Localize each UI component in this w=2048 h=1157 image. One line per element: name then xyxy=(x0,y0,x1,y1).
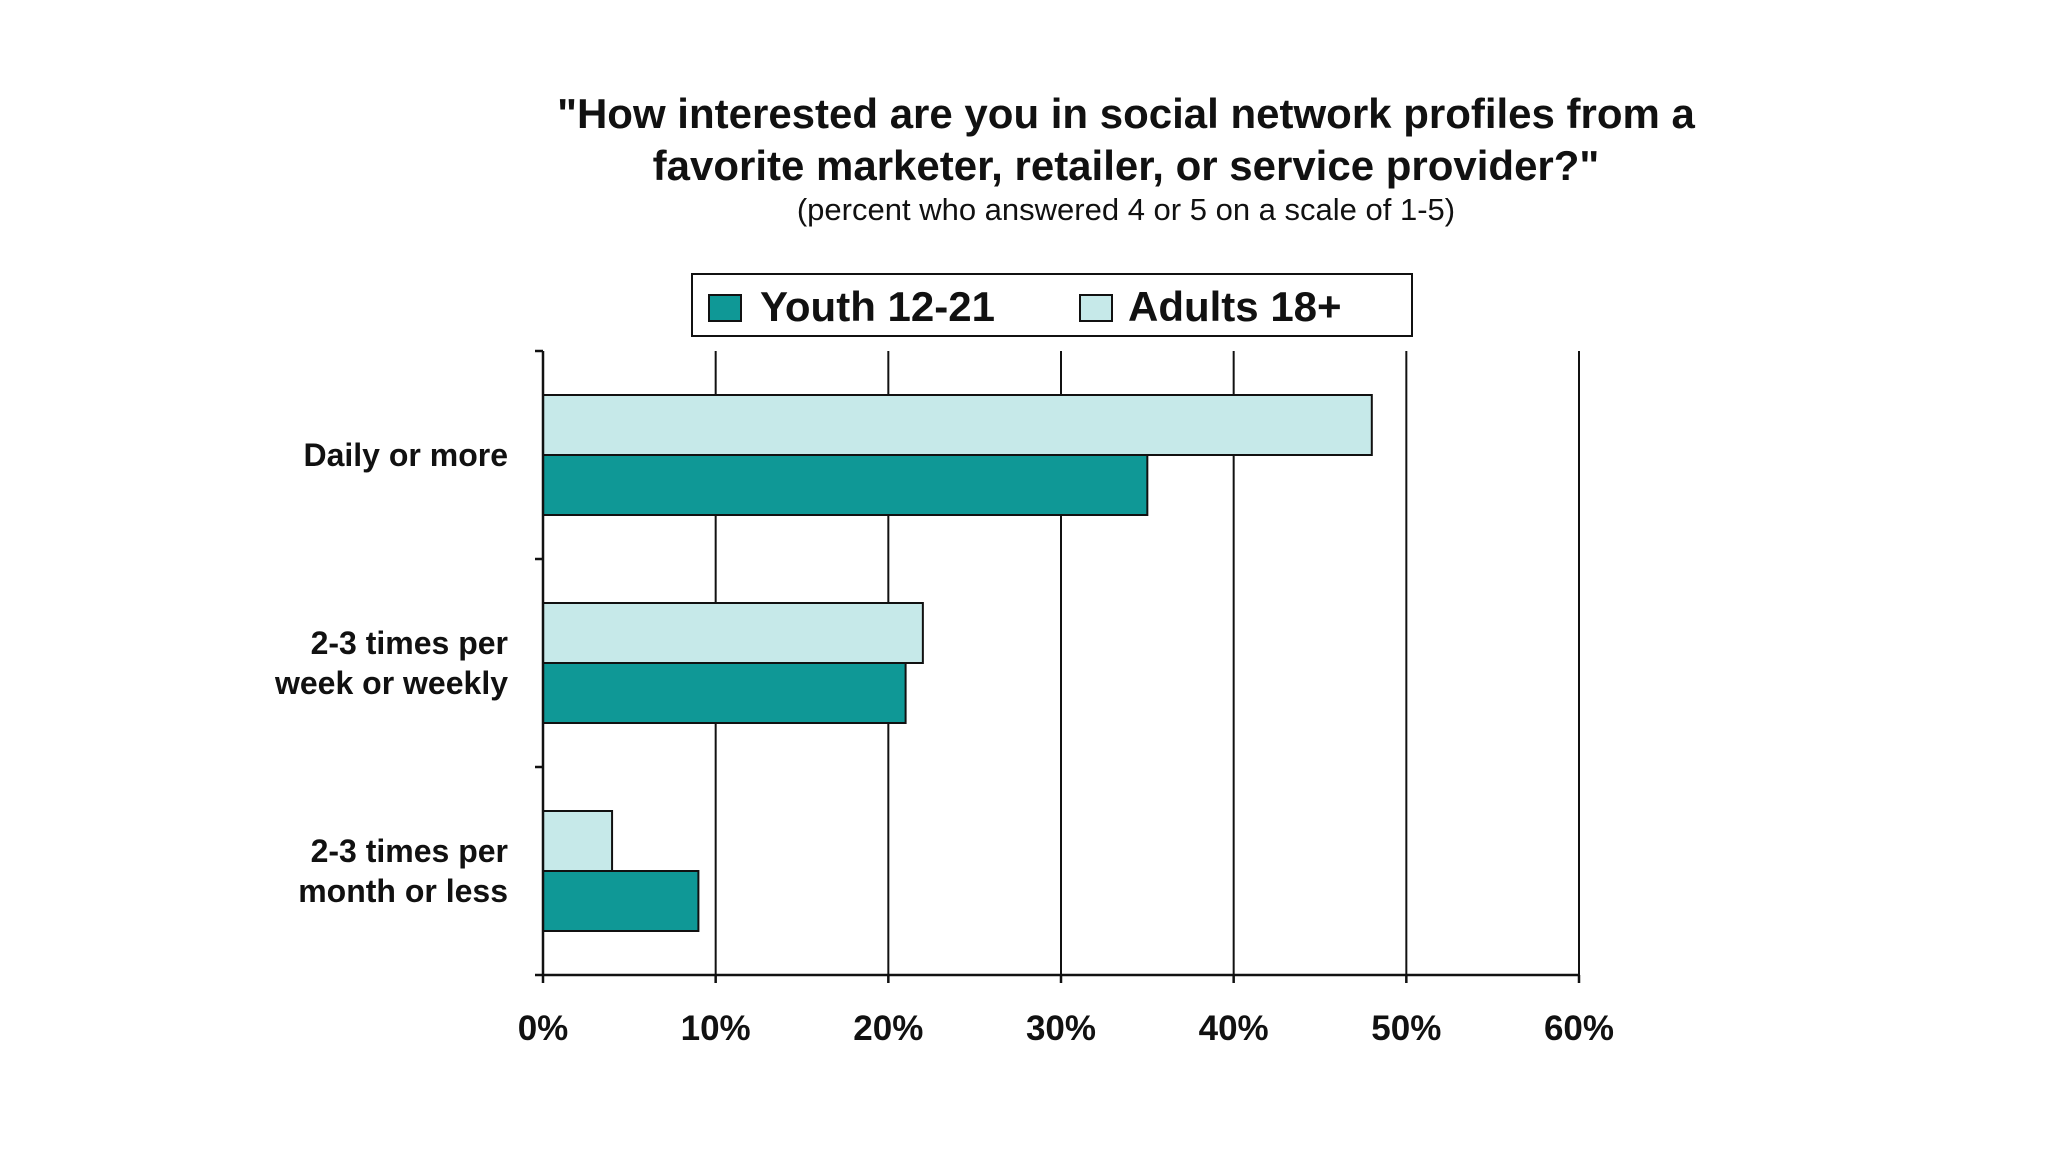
bar-youth xyxy=(542,454,1149,516)
chart-title-line: favorite marketer, retailer, or service … xyxy=(653,142,1600,189)
x-tick-label: 20% xyxy=(853,1009,923,1048)
bars xyxy=(542,394,1373,932)
x-axis-tick-labels: 0% 10% 20% 30% 40% 50% 60% xyxy=(518,1009,1614,1048)
chart-title-line: "How interested are you in social networ… xyxy=(557,90,1695,137)
bar-adults xyxy=(542,394,1373,456)
x-tick-label: 0% xyxy=(518,1009,569,1048)
plot-area: 0% 10% 20% 30% 40% 50% 60% Daily or more 2-3 ti… xyxy=(274,349,1614,1048)
bar-youth xyxy=(542,662,907,724)
axes xyxy=(535,349,1581,983)
bar-adults xyxy=(542,810,614,872)
chart-subtitle: (percent who answered 4 or 5 on a scale … xyxy=(797,192,1455,227)
legend-frame xyxy=(691,273,1413,337)
bar-youth xyxy=(542,870,700,932)
legend-swatch-adults xyxy=(1079,294,1113,322)
category-label: month or less xyxy=(298,873,508,909)
category-label: 2-3 times per xyxy=(311,833,508,869)
bar-adults xyxy=(542,602,924,664)
legend: Youth 12-21 Adults 18+ xyxy=(691,273,1413,337)
legend-label-youth: Youth 12-21 xyxy=(760,283,995,330)
legend-label-adults: Adults 18+ xyxy=(1128,283,1342,330)
y-axis-category-labels: Daily or more 2-3 times per week or weekly… xyxy=(274,437,508,909)
x-tick-label: 30% xyxy=(1026,1009,1096,1048)
x-tick-label: 60% xyxy=(1544,1009,1614,1048)
category-label: week or weekly xyxy=(274,665,508,701)
x-tick-label: 10% xyxy=(681,1009,751,1048)
x-tick-label: 50% xyxy=(1371,1009,1441,1048)
legend-swatch-youth xyxy=(708,294,742,322)
chart-title: "How interested are you in social networ… xyxy=(557,90,1695,189)
x-tick-label: 40% xyxy=(1199,1009,1269,1048)
category-label: Daily or more xyxy=(303,437,508,473)
category-label: 2-3 times per xyxy=(311,625,508,661)
